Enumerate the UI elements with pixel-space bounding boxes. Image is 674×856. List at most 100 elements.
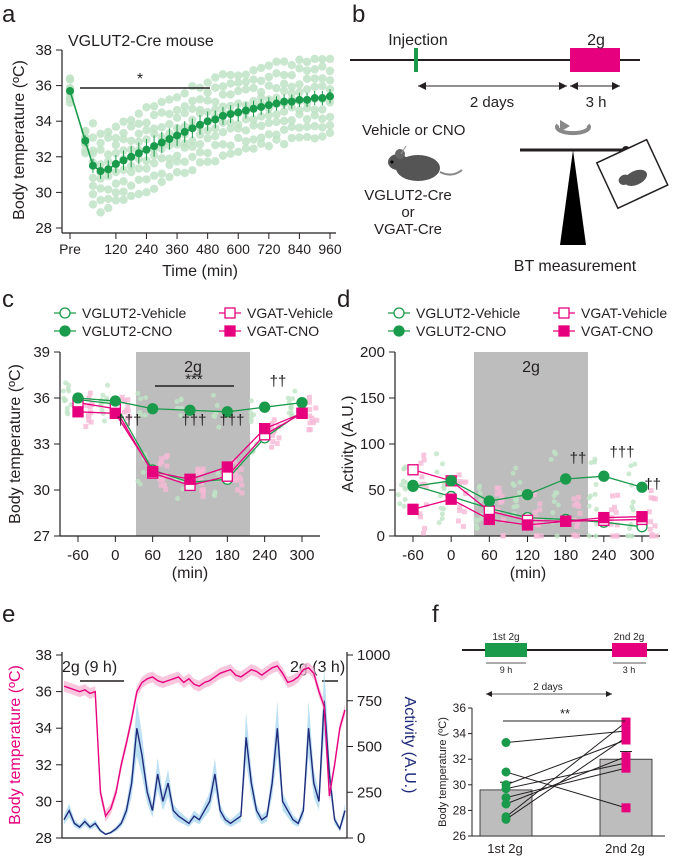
pd-xtick-label: -60 xyxy=(402,547,424,564)
panel-a-individual-point xyxy=(165,109,174,119)
panel-a-individual-point xyxy=(325,128,335,138)
pc-mean-point xyxy=(147,465,159,478)
panel-c-dagger-180: ††† xyxy=(219,412,244,429)
pc-individual-point xyxy=(212,414,218,420)
legend-marker xyxy=(393,325,405,337)
panel-a-individual-point xyxy=(287,89,296,98)
panel-a-individual-point xyxy=(234,71,243,80)
panel-a-individual-point xyxy=(180,168,189,178)
strain-vglut2: VGLUT2-Cre xyxy=(364,187,452,204)
panel-a-mean-point xyxy=(203,117,212,126)
panel-a-individual-point xyxy=(157,123,166,132)
session-2g-block xyxy=(570,48,620,72)
panel-e-ytick-left-label: 30 xyxy=(35,793,52,810)
panel-a-individual-point xyxy=(272,130,281,139)
pd-individual-point xyxy=(575,520,581,526)
pd-individual-point xyxy=(499,494,505,500)
panel-a-individual-point xyxy=(157,177,166,187)
pd-individual-point xyxy=(533,533,539,539)
pd-individual-point xyxy=(433,451,439,457)
pd-individual-point xyxy=(421,452,427,458)
pd-individual-point xyxy=(517,479,523,485)
rotating-box-icon xyxy=(595,138,669,210)
panel-a-ytick-label: 38 xyxy=(35,42,52,59)
panel-a-individual-point xyxy=(188,104,197,114)
panel-a-individual-point xyxy=(226,124,235,133)
panel-a-individual-point xyxy=(302,66,312,75)
pc-individual-point xyxy=(215,470,221,476)
pc-individual-point xyxy=(276,435,282,441)
panel-a-individual-point xyxy=(172,93,182,102)
pc-individual-point xyxy=(231,458,237,464)
panel-a-xtick-label: 240 xyxy=(135,241,159,257)
pc-individual-point xyxy=(307,407,313,413)
pd-individual-point xyxy=(648,488,654,494)
panel-a-individual-point xyxy=(318,81,327,91)
panel-a-title: VGLUT2-Cre mouse xyxy=(68,33,214,50)
panel-c-dagger-120: ††† xyxy=(181,412,206,429)
pc-individual-point xyxy=(126,414,132,420)
pd-individual-point xyxy=(647,526,653,532)
panel-a-individual-point xyxy=(279,70,289,80)
panel-a-individual-point xyxy=(310,105,319,114)
panel-a-mean-point xyxy=(218,111,227,120)
pc-individual-point xyxy=(86,395,92,401)
pc-individual-point xyxy=(162,473,168,479)
panel-a-individual-point xyxy=(119,117,128,126)
panel-a-individual-point xyxy=(264,130,274,139)
panel-a-individual-point xyxy=(149,124,159,133)
pd-individual-point xyxy=(438,505,444,511)
panel-a-individual-point xyxy=(104,185,113,194)
pd-individual-point xyxy=(610,493,616,499)
legend-label: VGLUT2-CNO xyxy=(416,323,506,339)
panel-a-individual-point xyxy=(310,134,319,143)
panel-a-individual-point xyxy=(249,75,258,84)
panel-a-individual-point xyxy=(165,160,174,170)
pc-individual-point xyxy=(210,392,216,398)
panel-a-mean-point xyxy=(272,99,281,108)
panel-a-individual-point xyxy=(119,135,128,144)
panel-e-activity-line xyxy=(63,700,346,836)
panel-a-individual-point xyxy=(287,60,296,70)
pd-individual-point xyxy=(608,516,614,522)
pd-individual-point xyxy=(576,503,582,509)
panel-a-individual-point xyxy=(256,139,266,148)
panel-e-chart: 2g (9 h) 2g (3 h) 2830323436380250500750… xyxy=(7,647,418,847)
pc-mean-point xyxy=(221,406,233,418)
panel-a-individual-point xyxy=(149,184,159,193)
panel-a-mean-point xyxy=(165,135,174,143)
panel-a-individual-point xyxy=(241,115,251,124)
panel-a-individual-point xyxy=(111,140,121,150)
panel-f-pair-line xyxy=(505,730,627,744)
panel-a-individual-point xyxy=(180,89,189,98)
panel-a-individual-point xyxy=(302,132,312,142)
panel-a-individual-point xyxy=(295,80,304,89)
pc-individual-point xyxy=(83,423,89,429)
pc-individual-point xyxy=(216,424,222,430)
pd-individual-point xyxy=(630,499,636,505)
panel-a-mean-point xyxy=(150,142,159,151)
panel-a-individual-point xyxy=(111,148,121,158)
panel-a-individual-point xyxy=(188,96,197,106)
panel-a-individual-point xyxy=(180,108,189,118)
pc-individual-point xyxy=(307,420,313,426)
pd-individual-point xyxy=(494,491,500,497)
panel-d-dagger-240: ††† xyxy=(609,444,634,461)
pc-individual-point xyxy=(101,418,107,424)
pd-individual-point xyxy=(572,502,578,508)
panel-a-mean-point xyxy=(257,102,266,111)
panel-f-ytick-label: 26 xyxy=(453,829,467,843)
mouse-icon xyxy=(388,145,463,181)
pd-individual-point xyxy=(417,511,423,517)
panel-e-ytick-left-label: 34 xyxy=(35,720,52,737)
pd-individual-point xyxy=(421,457,427,463)
panel-a-individual-point xyxy=(218,82,228,91)
pd-individual-point xyxy=(629,533,635,539)
panel-f-point-second xyxy=(621,726,631,736)
pd-individual-point xyxy=(537,501,543,507)
panel-a-individual-point xyxy=(96,184,105,193)
panel-a-individual-point xyxy=(256,76,266,86)
pc-individual-point xyxy=(105,382,111,388)
pd-individual-point xyxy=(554,533,560,539)
panel-f-pair-line xyxy=(505,771,627,809)
